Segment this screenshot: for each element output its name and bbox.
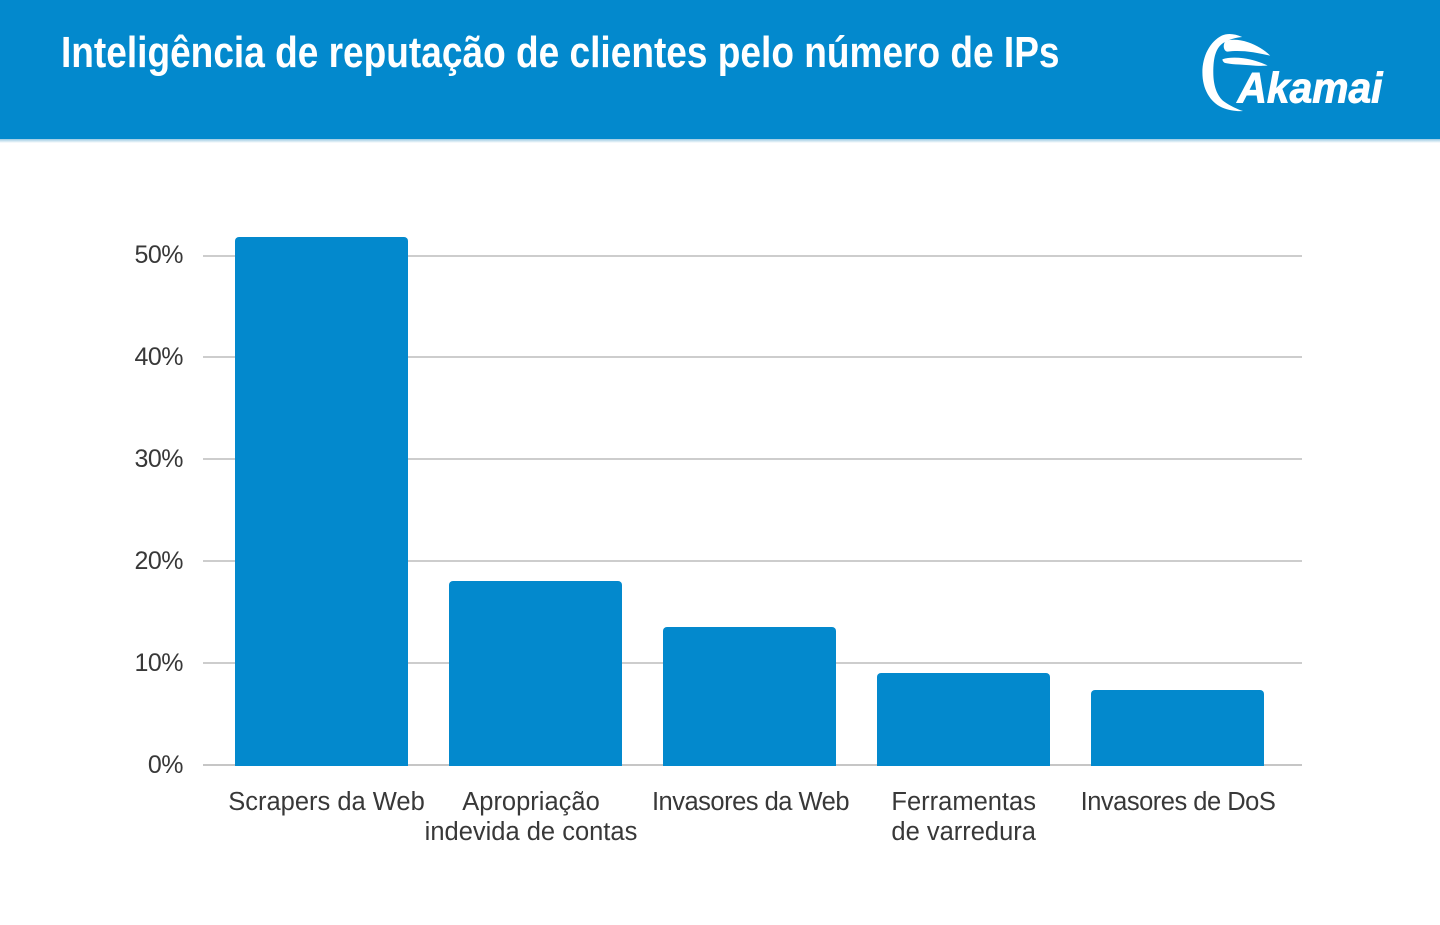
svg-text:Akamai: Akamai xyxy=(1237,64,1384,112)
